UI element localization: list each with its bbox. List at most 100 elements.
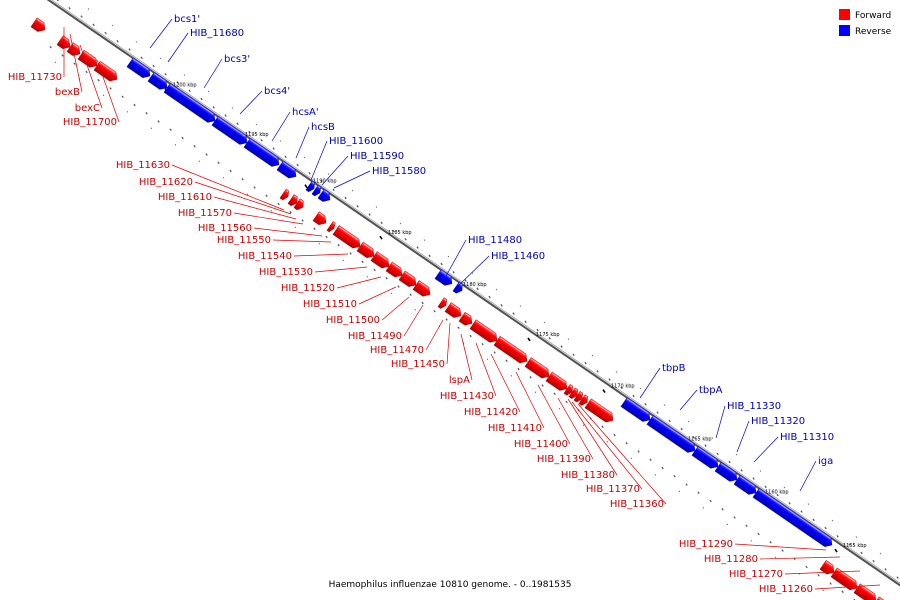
forward-leader-line (557, 397, 594, 460)
scale-dot (133, 103, 136, 107)
scale-dot (181, 136, 184, 140)
forward-gene-label: HIB_11610 (158, 192, 212, 203)
reverse-leader-line (310, 140, 328, 181)
scale-dot (308, 172, 311, 175)
scale-dot (752, 477, 755, 480)
reverse-gene-label: HIB_11590 (350, 151, 404, 162)
scale-dot (716, 452, 719, 456)
scale-dot (390, 292, 393, 295)
scale-dot (116, 40, 119, 43)
scale-dot (759, 470, 762, 472)
scale-dot (188, 89, 191, 93)
reverse-gene-arrow (691, 446, 719, 469)
forward-gene-arrow (568, 387, 579, 399)
scale-dot (884, 568, 887, 571)
scale-dot (404, 238, 407, 241)
scale-dot (632, 394, 635, 398)
reverse-gene-arrow (243, 137, 280, 167)
scale-dot (320, 180, 323, 183)
scale-dot (270, 210, 273, 212)
scale-dot (111, 24, 114, 27)
scale-dot (375, 206, 378, 208)
forward-leader-line (293, 253, 349, 257)
scale-dot (104, 31, 107, 35)
genome-caption: Haemophilus influenzae 10810 genome. - 0… (329, 580, 572, 590)
scale-dot (476, 287, 479, 291)
scale-dot (735, 453, 738, 456)
scale-dot (356, 205, 359, 208)
scale-dot (663, 404, 666, 406)
forward-gene-arrow (853, 583, 877, 600)
scale-dot (140, 56, 143, 60)
reverse-gene-label: tbpA (699, 385, 723, 396)
forward-leader-line (358, 286, 397, 305)
reverse-leader-line (167, 32, 189, 63)
forward-gene-label: HIB_11490 (348, 331, 402, 342)
scale-dot (102, 94, 105, 97)
scale-dot (582, 424, 585, 427)
scale-dot (289, 210, 292, 214)
forward-leader-line (446, 322, 451, 365)
scale-dot (303, 156, 306, 159)
reverse-gene-arrow (620, 397, 651, 422)
tick-label: 1175 kbp (536, 332, 560, 338)
scale-dot (80, 15, 83, 18)
tick-mark (602, 389, 606, 393)
reverse-leader-line (271, 111, 291, 142)
forward-leader-line (814, 584, 881, 590)
scale-dot (200, 97, 203, 101)
reverse-leader-line (753, 436, 779, 463)
scale-dot (253, 186, 256, 189)
reverse-gene-label: hcsA' (292, 107, 319, 118)
reverse-gene-arrow (646, 415, 696, 453)
scale-dot (529, 375, 532, 379)
forward-gene-arrow (332, 225, 361, 249)
scale-dot (822, 589, 825, 592)
reverse-gene-label: bcs3' (224, 54, 250, 65)
scale-dot (164, 73, 167, 76)
tick-mark (527, 337, 531, 342)
legend-forward-swatch (839, 9, 850, 20)
scale-dot (817, 574, 820, 577)
gene-labels: HIB_11730 bexB bexC HIB_11700 HIB_11630 HIB_1… (8, 14, 834, 595)
scale-dot (54, 61, 57, 64)
forward-leader-line (490, 353, 521, 413)
scale-dot (92, 23, 95, 27)
scale-dot (207, 90, 210, 93)
scale-dot (433, 309, 436, 313)
tick-label: 1200 kbp (173, 82, 197, 88)
scale-dot (615, 371, 618, 373)
scale-dot (711, 437, 714, 439)
scale-dot (157, 120, 160, 123)
forward-gene-arrow (370, 251, 390, 269)
scale-dot (661, 466, 664, 470)
reverse-gene-label: tbpB (662, 363, 686, 374)
forward-gene-arrow (458, 311, 473, 326)
reverse-gene-label: iga (818, 456, 833, 467)
legend-forward-label: Forward (855, 11, 891, 21)
scale-dot (630, 457, 633, 460)
scale-dot (486, 358, 489, 361)
forward-gene-label: bexB (55, 87, 80, 98)
scale-dot (783, 486, 786, 489)
scale-dot (150, 127, 153, 130)
forward-gene-arrow (584, 398, 614, 423)
scale-dot (385, 276, 388, 280)
scale-dot (829, 582, 832, 585)
scale-dot (548, 337, 551, 340)
scale-dot (222, 177, 225, 179)
reverse-leader-line (333, 170, 371, 189)
scale-dot (781, 549, 784, 552)
scale-dot (639, 387, 642, 390)
scale-dot (183, 74, 186, 76)
scale-dot (217, 161, 220, 164)
scale-dot (524, 320, 527, 324)
forward-gene-arrow (493, 335, 528, 364)
scale-dot (423, 239, 426, 241)
forward-leader-line (577, 403, 667, 505)
scale-dot (855, 536, 858, 538)
scale-dot (800, 510, 803, 513)
reverse-gene-arrow (311, 184, 322, 197)
forward-gene-label: lspA (449, 375, 470, 386)
forward-gene-label: HIB_11430 (440, 391, 494, 402)
